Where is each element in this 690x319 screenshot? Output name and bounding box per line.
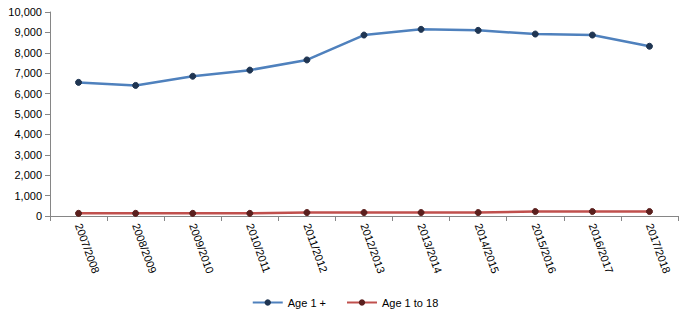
svg-text:2012/2013: 2012/2013 [358, 222, 387, 275]
svg-text:2013/2014: 2013/2014 [415, 222, 444, 275]
svg-text:0: 0 [36, 210, 42, 222]
svg-text:2007/2008: 2007/2008 [73, 222, 102, 275]
svg-text:2010/2011: 2010/2011 [244, 222, 273, 274]
svg-text:2009/2010: 2009/2010 [187, 222, 216, 275]
svg-text:2014/2015: 2014/2015 [473, 222, 502, 275]
svg-text:8,000: 8,000 [14, 47, 42, 59]
svg-text:2017/2018: 2017/2018 [644, 222, 673, 275]
svg-text:10,000: 10,000 [8, 6, 42, 18]
svg-text:4,000: 4,000 [14, 128, 42, 140]
svg-text:2008/2009: 2008/2009 [130, 222, 159, 275]
svg-text:7,000: 7,000 [14, 67, 42, 79]
svg-text:2011/2012: 2011/2012 [301, 222, 330, 274]
svg-text:3,000: 3,000 [14, 149, 42, 161]
svg-text:9,000: 9,000 [14, 26, 42, 38]
svg-text:6,000: 6,000 [14, 88, 42, 100]
svg-text:2016/2017: 2016/2017 [587, 222, 616, 275]
svg-text:5,000: 5,000 [14, 108, 42, 120]
svg-text:1,000: 1,000 [14, 190, 42, 202]
svg-text:2,000: 2,000 [14, 169, 42, 181]
svg-text:Age 1 to 18: Age 1 to 18 [382, 297, 438, 309]
svg-text:2015/2016: 2015/2016 [530, 222, 559, 275]
svg-text:Age 1 +: Age 1 + [288, 297, 326, 309]
